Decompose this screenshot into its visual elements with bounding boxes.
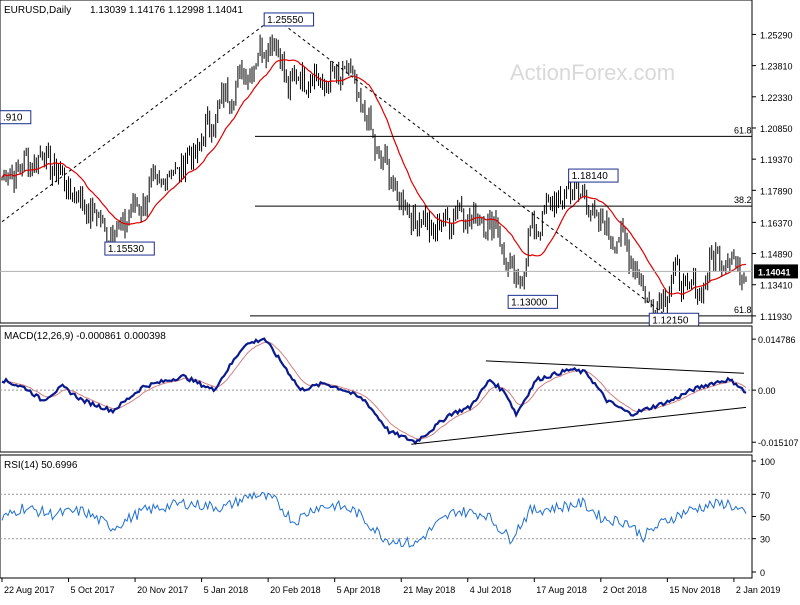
price-tick-label: 1.13410 <box>760 281 793 291</box>
swing-label-box <box>507 294 559 309</box>
macd-tick-label: 0.00 <box>758 386 776 396</box>
swing-label-box <box>568 168 619 183</box>
time-axis: 22 Aug 2017 5 Oct 2017 20 Nov 2017 5 Jan 20… <box>1 578 781 595</box>
fib-level-label: 38.2 <box>734 195 752 205</box>
time-tick-label: 15 Nov 2018 <box>669 585 720 595</box>
swing-label: 1.15530 <box>108 244 145 255</box>
chart-title: EURUSD,Daily <box>4 5 71 16</box>
macd-axis: 0.014786 0.00 -0.015107 <box>752 335 799 448</box>
swing-label: .910 <box>3 113 23 124</box>
price-tick-label: 1.11930 <box>760 312 792 322</box>
price-tick-label: 1.14890 <box>760 250 793 260</box>
rsi-tick-label: 70 <box>760 490 770 500</box>
swing-label: 1.13000 <box>511 297 548 308</box>
macd-line <box>1 337 747 445</box>
rsi-line <box>1 491 747 548</box>
price-tick-label: 1.17890 <box>760 186 793 196</box>
macd-trend-line <box>411 406 747 445</box>
price-tick-label: 1.22330 <box>760 93 793 103</box>
macd-signal-line <box>1 341 747 440</box>
macd-title: MACD(12,26,9) -0.000861 0.000398 <box>4 331 166 342</box>
rsi-tick-label: 50 <box>760 513 770 523</box>
price-tick-label: 1.25290 <box>760 30 793 40</box>
rsi-panel[interactable]: RSI(14) 50.6996 <box>0 454 753 579</box>
time-tick-label: 22 Aug 2017 <box>4 585 55 595</box>
rsi-tick-label: 100 <box>760 457 775 467</box>
price-axis: 1.25290 1.23810 1.22330 1.20850 1.19370 1.178… <box>752 30 798 322</box>
fib-level-label: 61.8 <box>734 125 752 135</box>
price-tick-label: 1.20850 <box>760 124 793 134</box>
macd-trend-line <box>485 360 745 374</box>
rsi-axis: 100 70 50 30 0 <box>752 457 775 578</box>
time-tick-label: 17 Aug 2018 <box>536 585 587 595</box>
swing-label-box <box>263 12 315 27</box>
moving-average-line <box>1 59 747 295</box>
time-tick-label: 21 May 2018 <box>403 585 455 595</box>
macd-tick-label: 0.014786 <box>758 335 796 345</box>
ohlc-readout: 1.13039 1.14176 1.12998 1.14041 <box>90 5 243 16</box>
trend-line <box>273 16 668 317</box>
price-panel[interactable]: ActionForex.com EURUSD,Daily 1.13039 1.1… <box>0 0 753 327</box>
swing-label-box <box>0 110 32 125</box>
time-tick-label: 20 Feb 2018 <box>270 585 321 595</box>
rsi-tick-label: 30 <box>760 535 770 545</box>
swing-label: 1.12150 <box>652 315 689 326</box>
time-tick-label: 20 Nov 2017 <box>137 585 188 595</box>
last-price-label: 1.14041 <box>758 267 791 277</box>
price-tick-label: 1.23810 <box>760 62 793 72</box>
time-tick-label: 5 Apr 2018 <box>337 585 381 595</box>
time-tick-label: 4 Jul 2018 <box>470 585 512 595</box>
macd-panel[interactable]: MACD(12,26,9) -0.000861 0.000398 <box>0 325 753 453</box>
time-tick-label: 2 Oct 2018 <box>603 585 647 595</box>
fib-level-label: 61.8 <box>734 305 752 315</box>
time-tick-label: 5 Jan 2018 <box>204 585 249 595</box>
swing-label: 1.25550 <box>267 15 304 26</box>
macd-tick-label: -0.015107 <box>758 438 799 448</box>
last-price-badge <box>754 264 798 279</box>
time-tick-label: 5 Oct 2017 <box>71 585 115 595</box>
swing-label: 1.18140 <box>572 171 609 182</box>
rsi-tick-label: 0 <box>760 568 765 578</box>
price-tick-label: 1.16370 <box>760 218 793 228</box>
price-tick-label: 1.19370 <box>760 155 793 165</box>
time-tick-label: 2 Jan 2019 <box>736 585 781 595</box>
watermark: ActionForex.com <box>510 60 675 85</box>
rsi-title: RSI(14) 50.6996 <box>4 460 78 471</box>
trend-line <box>1 16 275 223</box>
swing-label-box <box>104 241 155 256</box>
price-bars <box>1 34 747 320</box>
